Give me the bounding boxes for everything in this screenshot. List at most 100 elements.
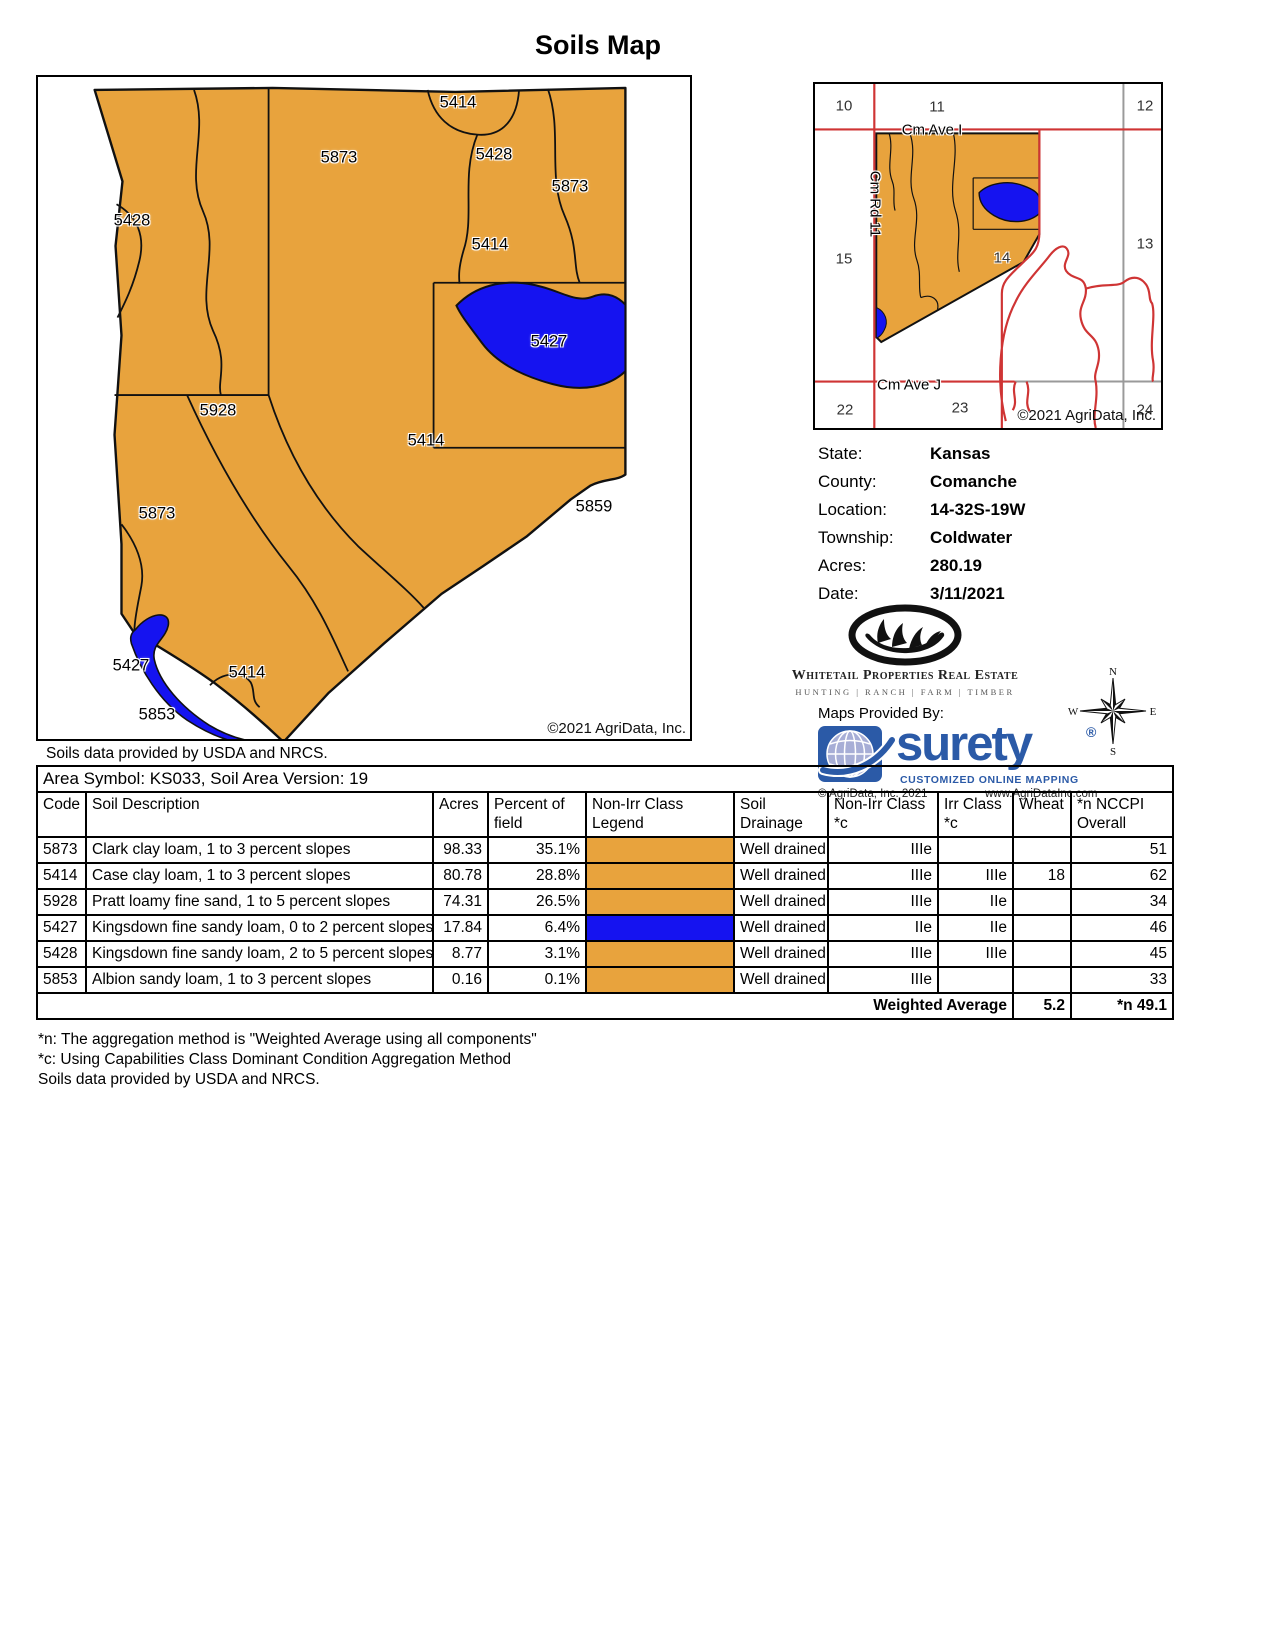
road-label: Cm Ave J <box>877 376 941 394</box>
soil-boundary-lines <box>114 88 626 708</box>
legend-swatch <box>585 965 735 994</box>
column-header: Non-Irr Class Legend <box>585 791 735 838</box>
soil-code-label: 5859 <box>575 497 613 516</box>
soil-code-label: 5414 <box>407 431 445 450</box>
table-cell <box>1012 887 1072 916</box>
table-cell <box>1012 913 1072 942</box>
surety-wordmark: surety <box>896 717 1033 771</box>
soil-code-label: 5873 <box>138 504 176 523</box>
table-cell: Well drained <box>733 887 829 916</box>
table-cell: 3.1% <box>487 939 587 968</box>
soil-code-label: 5427 <box>530 332 568 351</box>
section-number: 12 <box>1136 97 1154 115</box>
page-title: Soils Map <box>534 30 662 60</box>
footnote-line: Soils data provided by USDA and NRCS. <box>38 1071 320 1088</box>
info-label: Township: <box>818 528 894 547</box>
soil-code-label: 5928 <box>199 401 237 420</box>
soil-code-label: 5873 <box>551 177 589 196</box>
column-header: Percent of field <box>487 791 587 838</box>
table-cell: Albion sandy loam, 1 to 3 percent slopes <box>85 965 434 994</box>
table-cell: 0.16 <box>432 965 489 994</box>
table-cell <box>1012 835 1072 864</box>
column-header: *n NCCPI Overall <box>1069 791 1175 838</box>
table-cell: Well drained <box>733 913 829 942</box>
table-cell: Well drained <box>733 965 829 994</box>
table-cell <box>1012 939 1072 968</box>
compass-south-label: S <box>1110 746 1116 756</box>
weighted-wheat-value: 5.2 <box>1012 991 1072 1020</box>
table-cell: IIIe <box>937 861 1014 890</box>
info-label: State: <box>818 444 863 463</box>
footnotes: *n: The aggregation method is "Weighted … <box>38 1030 537 1090</box>
table-cell: IIIe <box>827 861 939 890</box>
table-cell: 98.33 <box>432 835 489 864</box>
table-cell: Well drained <box>733 939 829 968</box>
soil-code-label: 5873 <box>320 148 358 167</box>
soil-row: 5928 Pratt loamy fine sand, 1 to 5 percen… <box>36 887 1175 916</box>
table-cell: 5428 <box>36 939 87 968</box>
road-label: Cm Ave I <box>901 121 963 139</box>
table-cell <box>937 835 1014 864</box>
column-header: Irr Class *c <box>937 791 1014 838</box>
locator-soil-lines <box>888 133 1040 310</box>
locator-labels: 10 11 12 15 14 13 22 23 24 Cm Ave I Cm Rd 11 Cm Ave… <box>815 84 1161 428</box>
footnote-line: *n: The aggregation method is "Weighted … <box>38 1031 537 1048</box>
table-cell: 8.77 <box>432 939 489 968</box>
table-cell: 5853 <box>36 965 87 994</box>
table-cell: 33 <box>1069 965 1175 994</box>
lake-region-5427 <box>455 281 627 389</box>
section-number: 13 <box>1136 235 1154 253</box>
table-cell: Kingsdown fine sandy loam, 2 to 5 percen… <box>85 939 434 968</box>
weighted-average-label: Weighted Average <box>36 991 1014 1020</box>
section-number: 15 <box>835 250 853 268</box>
info-row: Date: 3/11/2021 <box>818 580 1025 608</box>
whitetail-name: Whitetail Properties Real Estate <box>791 668 1019 683</box>
table-cell: 26.5% <box>487 887 587 916</box>
soil-code-label: 5428 <box>113 211 151 230</box>
compass-east-label: E <box>1150 706 1157 718</box>
soil-code-labels: 5414 5873 5428 5873 5428 5414 5427 5928 5414 5873… <box>38 77 690 739</box>
soil-row: 5873 Clark clay loam, 1 to 3 percent slop… <box>36 835 1175 864</box>
legend-swatch <box>585 861 735 890</box>
registered-mark: ® <box>1086 724 1097 740</box>
table-cell: IIe <box>937 887 1014 916</box>
table-cell <box>1012 965 1072 994</box>
info-row: Location: 14-32S-19W <box>818 496 1025 524</box>
table-cell: Pratt loamy fine sand, 1 to 5 percent sl… <box>85 887 434 916</box>
soil-row: 5414 Case clay loam, 1 to 3 percent slope… <box>36 861 1175 890</box>
table-cell: IIIe <box>827 939 939 968</box>
soils-table: Area Symbol: KS033, Soil Area Version: 1… <box>35 765 1175 1020</box>
soil-code-label: 5414 <box>439 93 477 112</box>
locator-map: 10 11 12 15 14 13 22 23 24 Cm Ave I Cm Rd 11 Cm Ave… <box>813 82 1163 430</box>
legend-swatch <box>585 835 735 864</box>
compass-north-label: N <box>1109 666 1117 678</box>
info-value: 14-32S-19W <box>930 500 1026 519</box>
map-copyright: ©2021 AgriData, Inc. <box>547 720 686 737</box>
weighted-nccpi-value: *n 49.1 <box>1069 991 1175 1020</box>
table-cell: 46 <box>1069 913 1175 942</box>
column-header: Non-Irr Class *c <box>827 791 939 838</box>
table-cell: 5414 <box>36 861 87 890</box>
column-header: Wheat <box>1012 791 1072 838</box>
main-soils-map: 5414 5873 5428 5873 5428 5414 5427 5928 5414 5873… <box>36 75 692 746</box>
info-value: 280.19 <box>930 556 982 575</box>
info-row: Acres: 280.19 <box>818 552 1025 580</box>
soil-code-label: 5428 <box>475 145 513 164</box>
legend-swatch <box>585 913 735 942</box>
info-row: County: Comanche <box>818 468 1025 496</box>
table-cell: 5427 <box>36 913 87 942</box>
info-label: Acres: <box>818 556 867 575</box>
table-cell: Clark clay loam, 1 to 3 percent slopes <box>85 835 434 864</box>
section-number: 22 <box>836 401 854 419</box>
soil-row: 5428 Kingsdown fine sandy loam, 2 to 5 pe… <box>36 939 1175 968</box>
table-cell: 17.84 <box>432 913 489 942</box>
section-number: 10 <box>835 97 853 115</box>
section-number: 23 <box>951 399 969 417</box>
info-label: Date: <box>818 584 859 603</box>
table-cell: 35.1% <box>487 835 587 864</box>
table-cell: 5928 <box>36 887 87 916</box>
table-cell: IIe <box>937 913 1014 942</box>
info-row: Township: Coldwater <box>818 524 1025 552</box>
table-cell: 28.8% <box>487 861 587 890</box>
locator-copyright: ©2021 AgriData, Inc. <box>1017 407 1156 424</box>
